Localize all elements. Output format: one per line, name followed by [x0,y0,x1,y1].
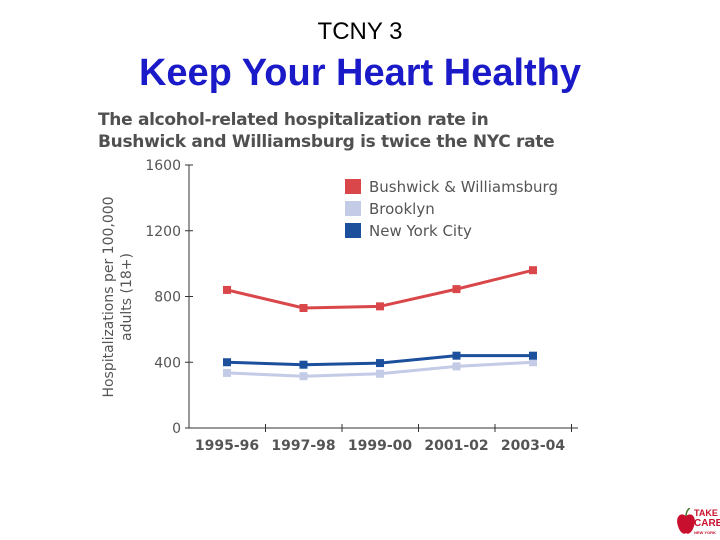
data-point [299,360,308,369]
logo-text-care: CARE [694,518,720,529]
data-point [529,358,537,367]
x-tick-label: 2003-04 [501,438,566,454]
data-point [299,304,308,313]
data-point [452,351,461,360]
y-tick-label: 0 [172,421,181,437]
data-point [529,266,537,275]
slide-title: Keep Your Heart Healthy [138,52,582,94]
data-point [223,368,231,377]
series-line-0 [226,268,534,310]
data-point [299,372,308,381]
data-point [376,359,384,368]
data-point [376,369,384,378]
legend-label: New York City [369,222,472,240]
data-point [376,302,384,311]
y-tick-label: 400 [154,355,181,371]
y-tick-label: 1600 [145,158,181,174]
data-point [452,362,461,371]
data-point [529,351,537,360]
legend-label: Brooklyn [369,200,435,218]
y-tick-label: 1200 [145,224,181,240]
data-point [223,358,231,367]
x-tick-label: 1999-00 [348,438,413,454]
x-tick-label: 1997-98 [271,438,335,454]
y-tick-label: 800 [154,290,181,306]
logo-text-take: TAKE [694,508,718,518]
x-tick-label: 2001-02 [424,438,488,454]
legend-swatch [345,179,361,194]
data-point [223,285,231,294]
logo-text-newyork: NEW YORK [694,530,716,535]
data-point [452,285,461,294]
slide-tag: TCNY 3 [317,18,403,45]
legend-swatch [345,201,361,216]
legend-swatch [345,223,361,238]
legend-label: Bushwick & Williamsburg [369,178,558,196]
chart-title: The alcohol-related hospitalization rate… [98,110,555,152]
apple-icon [677,508,695,534]
y-axis-label: Hospitalizations per 100,000 adults (18+) [101,196,135,397]
x-tick-label: 1995-96 [195,438,259,454]
take-care-logo: TAKE CARE NEW YORK [676,506,720,540]
